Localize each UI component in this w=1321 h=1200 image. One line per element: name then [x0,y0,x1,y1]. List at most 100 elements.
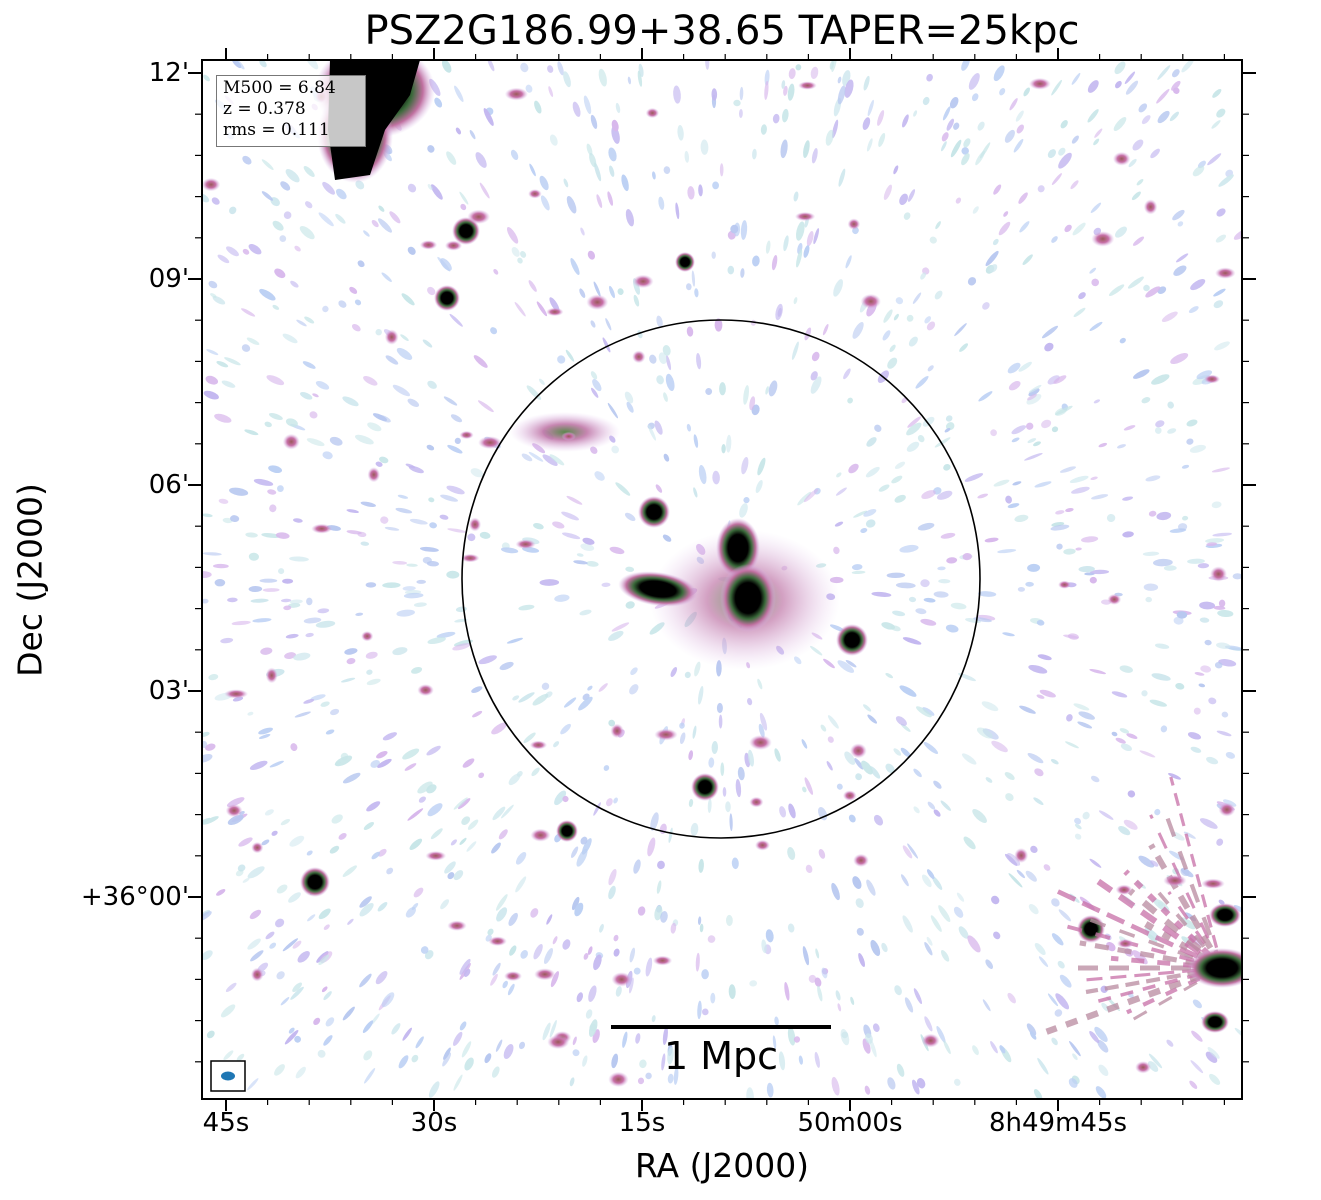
noise-speck [396,347,413,360]
faint-source [749,735,772,750]
noise-speck [292,982,302,993]
noise-speck [1004,129,1015,143]
noise-speck [975,150,985,166]
faint-source [529,740,548,750]
noise-speck [364,1068,376,1084]
noise-speck [479,182,490,199]
noise-speck [866,879,876,896]
noise-speck [615,986,622,997]
noise-speck [496,907,508,922]
noise-speck [627,76,632,85]
noise-speck [691,270,696,287]
noise-speck [874,424,882,432]
noise-speck [1190,746,1202,753]
noise-speck [354,299,362,306]
noise-speck [297,951,310,963]
noise-speck [896,1063,905,1077]
faint-source [460,553,480,563]
noise-speck [593,954,602,971]
noise-speck [1041,419,1052,429]
noise-speck [926,73,933,82]
noise-speck [1078,292,1086,300]
noise-speck [1071,486,1090,494]
noise-speck [1216,208,1226,217]
noise-speck [665,355,672,371]
noise-speck [851,570,866,575]
artefact-rays [1045,776,1225,1035]
noise-speck [346,509,359,514]
noise-speck [1074,833,1082,840]
noise-speck [958,926,969,939]
noise-speck [716,702,723,714]
noise-speck [502,980,508,989]
noise-speck [613,797,618,804]
noise-speck [1097,1039,1109,1053]
noise-speck [411,1054,419,1063]
noise-speck [329,845,340,854]
noise-speck [863,509,877,517]
noise-speck [268,465,283,474]
noise-speck [698,465,707,485]
noise-speck [322,451,333,460]
noise-speck [354,434,374,445]
noise-speck [1187,732,1202,740]
noise-speck [467,533,476,542]
noise-speck [509,945,517,956]
noise-speck [871,591,892,597]
noise-speck [900,874,909,887]
diffuse-patch [510,412,620,452]
noise-speck [1155,420,1165,428]
noise-speck [803,488,819,503]
noise-speck [1153,558,1173,567]
noise-speck [1065,507,1074,513]
noise-speck [635,1033,641,1044]
noise-speck [817,985,823,1002]
noise-speck [203,552,222,556]
noise-speck [284,1029,299,1045]
noise-speck [1087,109,1099,123]
noise-speck [964,473,984,482]
noise-speck [1150,860,1159,867]
noise-speck [667,1073,674,1084]
noise-speck [275,918,285,928]
noise-speck [576,992,584,1003]
noise-speck [250,598,269,603]
noise-speck [1027,393,1037,401]
noise-speck [889,344,896,352]
noise-speck [780,139,788,159]
noise-speck [306,438,325,447]
noise-speck [396,609,415,617]
redshift-label: z = 0.378 [223,99,306,119]
noise-speck [1139,750,1156,758]
noise-speck [322,305,329,313]
noise-speck [838,168,846,187]
noise-speck [1146,933,1158,943]
noise-speck [1173,87,1180,94]
source-point [675,252,695,272]
noise-speck [1211,120,1221,129]
noise-speck [899,544,919,553]
noise-speck [629,684,639,695]
noise-speck [321,986,328,993]
noise-speck [913,110,918,117]
noise-speck [580,227,585,236]
noise-speck [1131,191,1141,201]
noise-speck [887,357,898,369]
noise-speck [725,801,731,813]
noise-speck [570,258,580,275]
noise-speck [945,624,959,633]
noise-speck [1089,1030,1100,1044]
noise-speck [269,504,277,513]
noise-speck [931,876,943,890]
noise-speck [718,714,723,729]
noise-speck [580,836,588,845]
noise-speck [249,760,268,771]
noise-speck [1204,639,1212,646]
faint-source [447,920,467,931]
noise-speck [426,745,441,756]
noise-speck [491,842,501,854]
noise-speck [276,485,284,492]
noise-speck [1028,388,1040,397]
noise-speck [795,221,805,241]
noise-speck [450,839,457,846]
